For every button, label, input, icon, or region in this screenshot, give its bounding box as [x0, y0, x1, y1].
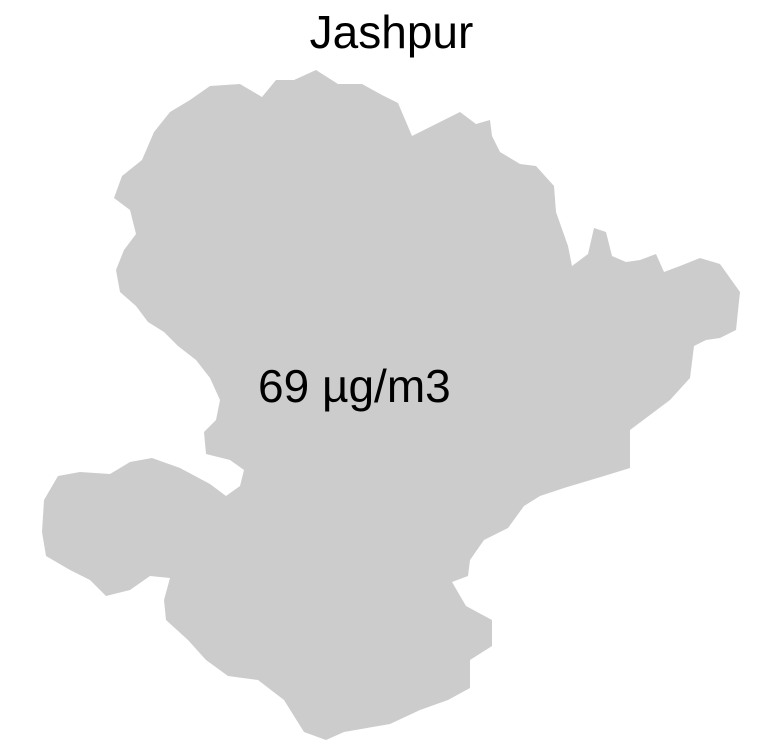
district-region — [42, 70, 740, 740]
map-title: Jashpur — [309, 6, 474, 58]
district-value-label: 69 µg/m3 — [258, 360, 451, 412]
